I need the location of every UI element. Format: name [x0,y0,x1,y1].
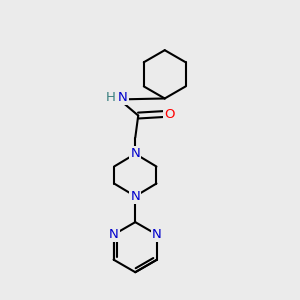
Text: N: N [130,190,140,203]
Text: N: N [118,92,128,104]
Text: N: N [109,228,118,241]
Text: N: N [130,147,140,160]
Text: O: O [164,108,175,121]
Text: H: H [106,92,116,104]
Text: N: N [152,228,162,241]
